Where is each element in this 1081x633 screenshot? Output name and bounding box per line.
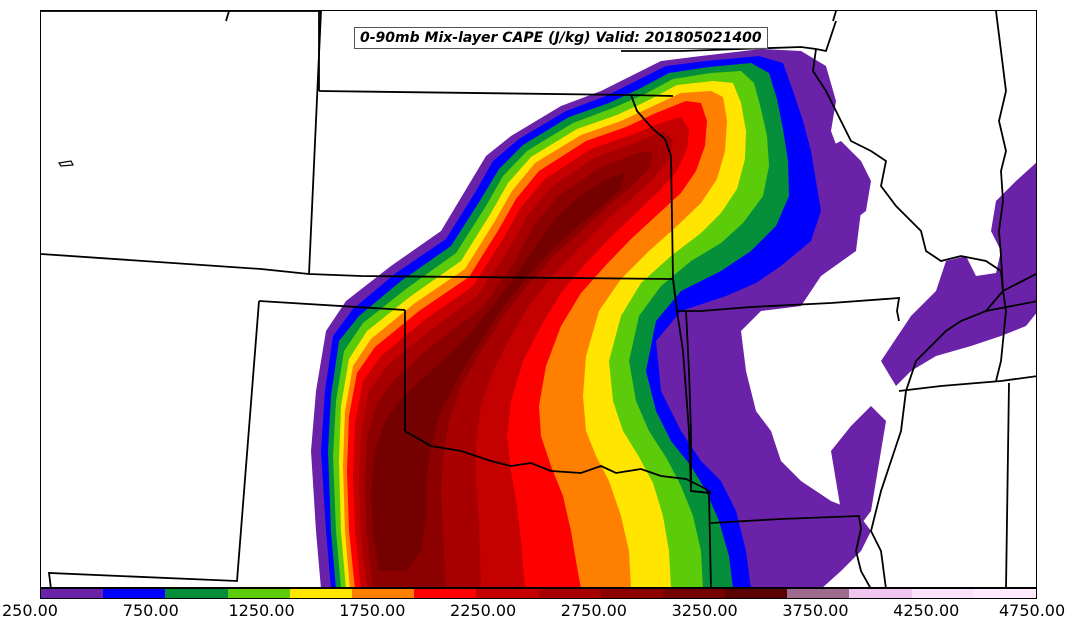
border-tn-south	[1005, 382, 1010, 587]
border-ia-mo	[1002, 273, 1036, 292]
colorbar-cell-13	[849, 589, 912, 598]
colorbar-cell-8	[538, 589, 601, 598]
colorbar-cell-15	[973, 589, 1036, 598]
colorbar-tick-label: 1750.00	[339, 601, 406, 620]
lake-outline	[57, 160, 74, 167]
colorbar-cell-2	[165, 589, 228, 598]
cape-map	[41, 11, 1036, 587]
colorbar-tick-label: 2250.00	[450, 601, 517, 620]
border-mississippi	[812, 48, 1004, 587]
border-nm-north	[258, 300, 406, 311]
border-nebraska-north	[41, 11, 321, 91]
colorbar-cell-12	[787, 589, 850, 598]
colorbar-cell-3	[227, 589, 290, 598]
cape-band-purple-northeast	[821, 141, 871, 226]
colorbar	[40, 588, 1037, 599]
colorbar-tick-label: 3250.00	[671, 601, 738, 620]
cape-band-purple-southeast	[831, 406, 886, 531]
colorbar-cell-0	[41, 589, 104, 598]
border-ok-east	[685, 310, 712, 587]
colorbar-tick-label: 3750.00	[782, 601, 849, 620]
colorbar-tick-label: 1250.00	[228, 601, 295, 620]
colorbar-cell-5	[351, 589, 415, 598]
colorbar-cell-7	[476, 589, 539, 598]
state-borders	[41, 11, 1036, 587]
border-il-in	[995, 11, 1007, 382]
map-panel: 0-90mb Mix-layer CAPE (J/kg) Valid: 2018…	[40, 10, 1037, 588]
cape-band-purple-east	[881, 162, 1036, 386]
map-title: 0-90mb Mix-layer CAPE (J/kg) Valid: 2018…	[354, 27, 768, 49]
border-mo-west	[672, 278, 901, 322]
border-mn	[832, 11, 837, 22]
border-kansas-south	[404, 430, 712, 494]
colorbar-tick-label: 250.00	[2, 601, 58, 620]
colorbar-tick-label: 4750.00	[999, 601, 1066, 620]
colorbar-cell-10	[662, 589, 726, 598]
colorbar-tick-labels: 250.00 750.00 1250.00 1750.00 2250.00 2750.00…	[2, 599, 1065, 629]
border-ark-north	[710, 515, 871, 587]
cape-contours	[311, 49, 1036, 587]
border-colorado-west2	[225, 11, 230, 22]
colorbar-cell-9	[600, 589, 663, 598]
border-colorado-west	[308, 11, 322, 275]
colorbar-tick-label: 2750.00	[560, 601, 627, 620]
colorbar-cell-6	[414, 589, 477, 598]
border-nm-west	[47, 300, 260, 587]
colorbar-cell-11	[725, 589, 788, 598]
colorbar-cell-4	[289, 589, 352, 598]
colorbar-cell-14	[911, 589, 974, 598]
colorbar-tick-label: 750.00	[122, 601, 179, 620]
cape-band-maroon3	[371, 173, 625, 571]
border-east-line	[985, 300, 1036, 312]
colorbar-cell-1	[103, 589, 166, 598]
border-ky-tn	[898, 375, 1036, 392]
cape-band-maroon2	[365, 151, 653, 587]
colorbar-tick-label: 4250.00	[893, 601, 960, 620]
